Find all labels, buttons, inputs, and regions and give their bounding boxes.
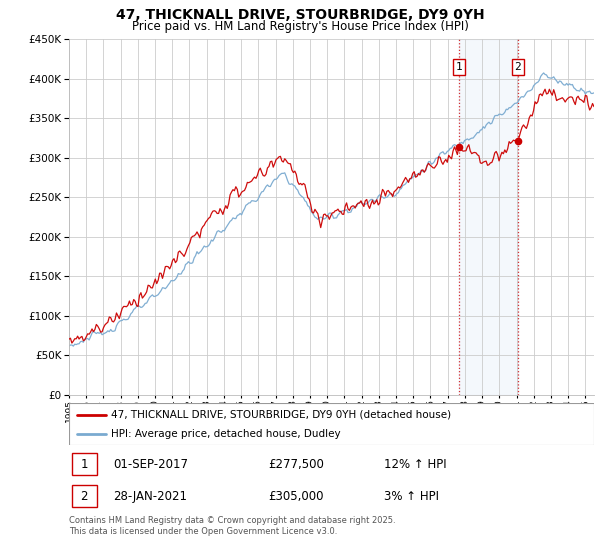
Text: 47, THICKNALL DRIVE, STOURBRIDGE, DY9 0YH (detached house): 47, THICKNALL DRIVE, STOURBRIDGE, DY9 0Y… [111, 409, 451, 419]
Bar [459, 39, 518, 395]
Text: 28-JAN-2021: 28-JAN-2021 [113, 489, 188, 502]
Text: £305,000: £305,000 [269, 489, 324, 502]
Text: Price paid vs. HM Land Registry's House Price Index (HPI): Price paid vs. HM Land Registry's House … [131, 20, 469, 32]
Text: 47, THICKNALL DRIVE, STOURBRIDGE, DY9 0YH: 47, THICKNALL DRIVE, STOURBRIDGE, DY9 0Y… [116, 8, 484, 22]
Text: 2: 2 [80, 489, 88, 502]
Text: 3% ↑ HPI: 3% ↑ HPI [384, 489, 439, 502]
Bar [71, 453, 97, 475]
Text: 12% ↑ HPI: 12% ↑ HPI [384, 458, 446, 471]
Text: 1: 1 [456, 62, 463, 72]
Text: 2: 2 [515, 62, 521, 72]
Text: Contains HM Land Registry data © Crown copyright and database right 2025.
This d: Contains HM Land Registry data © Crown c… [69, 516, 395, 536]
Text: HPI: Average price, detached house, Dudley: HPI: Average price, detached house, Dudl… [111, 429, 341, 439]
Text: 01-SEP-2017: 01-SEP-2017 [113, 458, 188, 471]
Text: 1: 1 [80, 458, 88, 471]
Text: £277,500: £277,500 [269, 458, 325, 471]
Bar [71, 485, 97, 507]
